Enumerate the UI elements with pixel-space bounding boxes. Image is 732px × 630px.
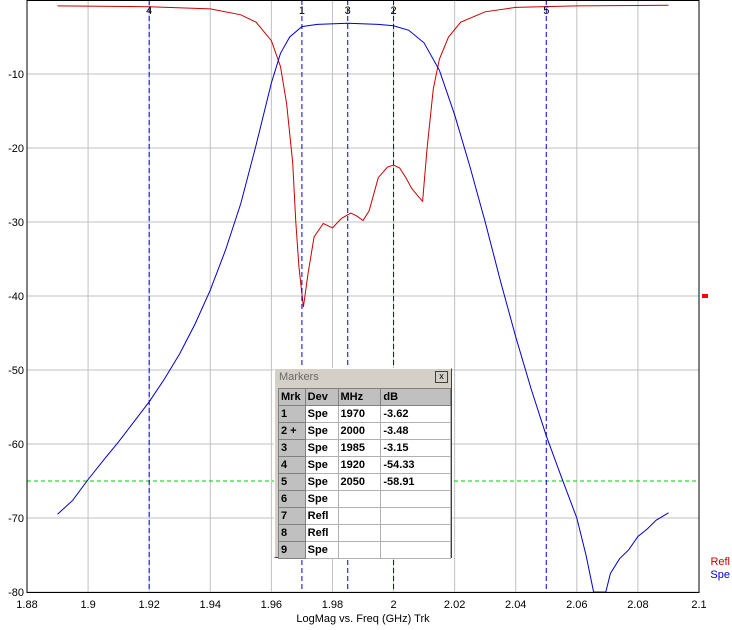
cell-mrk: 7 (278, 507, 306, 525)
cell-mhz (337, 490, 382, 508)
cell-db: -3.15 (380, 439, 451, 457)
cell-dev: Spe (304, 473, 339, 491)
y-tick-label: -80 (8, 587, 24, 599)
cell-db (380, 490, 451, 508)
cell-db (380, 507, 451, 525)
series-line-refl (57, 4, 669, 308)
cell-dev: Spe (304, 490, 339, 508)
table-row[interactable]: 4 Spe 1920 -54.33 (278, 456, 451, 474)
markers-window-titlebar[interactable]: Markers x (275, 369, 451, 385)
cell-mrk: 2 + (278, 422, 306, 440)
col-mhz: MHz (337, 388, 382, 406)
cell-mrk: 1 (278, 405, 306, 423)
marker-label-1: 1 (299, 5, 305, 17)
cell-db: -3.62 (380, 405, 451, 423)
table-row[interactable]: 6 Spe (278, 490, 451, 508)
cell-dev: Refl (304, 524, 339, 542)
cell-mhz (337, 541, 382, 559)
cell-mhz (337, 507, 382, 525)
markers-window[interactable]: Markers x Mrk Dev MHz dB 1 Spe 1970 -3.62 2 … (274, 368, 452, 559)
cell-dev: Refl (304, 507, 339, 525)
cell-mhz: 1970 (337, 405, 382, 423)
cell-mrk: 8 (278, 524, 306, 542)
x-tick-label: 2.06 (566, 599, 587, 611)
y-tick-label: -30 (8, 217, 24, 229)
x-tick-label: 1.96 (261, 599, 282, 611)
cell-mrk: 9 (278, 541, 306, 559)
x-tick-label: 2 (390, 599, 396, 611)
cell-mhz: 1985 (337, 439, 382, 457)
marker-label-3: 3 (345, 5, 351, 17)
plot-frame (26, 0, 700, 593)
y-tick-label: -50 (8, 365, 24, 377)
table-row[interactable]: 3 Spe 1985 -3.15 (278, 439, 451, 457)
x-tick-label: 1.98 (322, 599, 343, 611)
cell-dev: Spe (304, 456, 339, 474)
y-tick-label: -40 (8, 291, 24, 303)
x-tick-label: 1.94 (200, 599, 221, 611)
col-mrk: Mrk (278, 388, 306, 406)
legend-spe: Spe (710, 569, 730, 581)
col-db: dB (380, 388, 451, 406)
cell-dev: Spe (304, 422, 339, 440)
cell-mrk: 3 (278, 439, 306, 457)
x-tick-label: 2.04 (505, 599, 526, 611)
y-tick-label: -10 (8, 69, 24, 81)
table-row[interactable]: 5 Spe 2050 -58.91 (278, 473, 451, 491)
marker-label-5: 5 (543, 5, 549, 17)
cell-mhz: 1920 (337, 456, 382, 474)
cell-db: -3.48 (380, 422, 451, 440)
cell-mhz: 2050 (337, 473, 382, 491)
cell-db: -58.91 (380, 473, 451, 491)
cell-db (380, 541, 451, 559)
table-row[interactable]: 9 Spe (278, 541, 451, 559)
x-tick-label: 1.88 (16, 599, 37, 611)
marker-label-4: 4 (146, 5, 152, 17)
marker-label-2: 2 (390, 5, 396, 17)
markers-window-title: Markers (279, 371, 319, 383)
cell-db: -54.33 (380, 456, 451, 474)
cell-dev: Spe (304, 541, 339, 559)
cell-mhz (337, 524, 382, 542)
y-tick-label: -70 (8, 513, 24, 525)
table-row[interactable]: 1 Spe 1970 -3.62 (278, 405, 451, 423)
col-dev: Dev (304, 388, 339, 406)
reference-indicator-group[interactable] (702, 294, 708, 298)
x-tick-label: 2.02 (444, 599, 465, 611)
y-axis-ticks: -10 -20 -30 -40 -50 -60 -70 -80 (8, 69, 24, 599)
x-axis-ticks: 1.88 1.9 1.92 1.94 1.96 1.98 2 2.02 2.04 2.06 2.08… (16, 599, 706, 611)
y-tick-label: -60 (8, 439, 24, 451)
reference-marker[interactable] (702, 294, 708, 298)
y-tick-label: -20 (8, 143, 24, 155)
cell-db (380, 524, 451, 542)
x-tick-label: 2.08 (627, 599, 648, 611)
markers-table: Mrk Dev MHz dB 1 Spe 1970 -3.62 2 + Spe 2000 -3… (278, 388, 451, 559)
cell-dev: Spe (304, 405, 339, 423)
legend-refl: Refl (710, 556, 730, 568)
cell-mrk: 5 (278, 473, 306, 491)
cell-mrk: 6 (278, 490, 306, 508)
x-axis-title: LogMag vs. Freq (GHz) Trk (296, 613, 430, 625)
cell-mhz: 2000 (337, 422, 382, 440)
cell-dev: Spe (304, 439, 339, 457)
table-row[interactable]: 2 + Spe 2000 -3.48 (278, 422, 451, 440)
markers-table-header: Mrk Dev MHz dB (278, 388, 451, 406)
table-row[interactable]: 8 Refl (278, 524, 451, 542)
table-row[interactable]: 7 Refl (278, 507, 451, 525)
marker-lines-group[interactable]: 1 3 24 5 (146, 0, 549, 592)
cell-mrk: 4 (278, 456, 306, 474)
x-tick-label: 2.1 (691, 599, 706, 611)
x-tick-label: 1.9 (80, 599, 95, 611)
close-icon[interactable]: x (435, 371, 448, 383)
x-tick-label: 1.92 (138, 599, 159, 611)
